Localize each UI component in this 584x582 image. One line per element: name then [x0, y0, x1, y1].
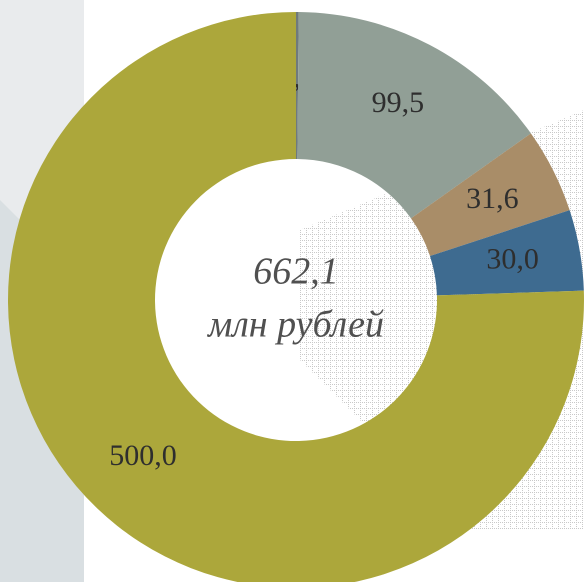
- data-label: 30,0: [486, 243, 539, 276]
- data-label: 99,5: [372, 86, 425, 119]
- slice: [429, 210, 584, 296]
- slice: [297, 12, 531, 219]
- slice: [410, 133, 570, 257]
- data-label: 500,0: [109, 439, 177, 472]
- slice: [8, 12, 584, 582]
- data-label: 31,6: [466, 182, 519, 215]
- slice: [296, 12, 299, 160]
- center-unit: млн рублей: [206, 304, 384, 346]
- center-total: 662,1: [253, 251, 339, 293]
